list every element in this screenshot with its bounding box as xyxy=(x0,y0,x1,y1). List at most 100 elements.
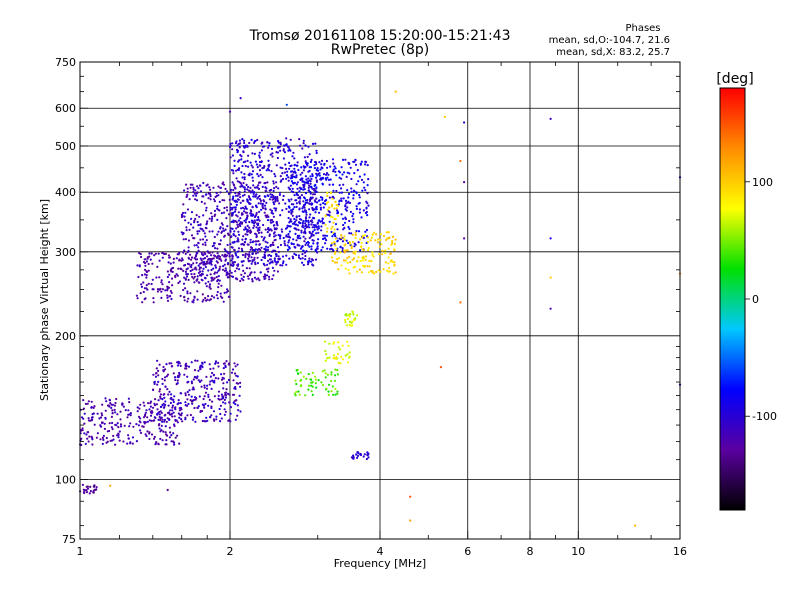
scatter-point xyxy=(311,263,314,266)
scatter-point xyxy=(273,172,276,176)
scatter-point xyxy=(394,90,397,93)
scatter-point xyxy=(161,288,164,291)
scatter-point xyxy=(391,235,395,238)
scatter-point xyxy=(367,178,370,181)
scatter-point xyxy=(286,145,290,148)
scatter-point xyxy=(231,198,234,201)
scatter-point xyxy=(348,219,351,223)
scatter-point xyxy=(224,258,227,261)
scatter-point xyxy=(331,183,335,186)
scatter-point xyxy=(200,385,203,388)
scatter-point xyxy=(278,202,281,205)
scatter-point xyxy=(174,378,177,382)
scatter-point xyxy=(256,186,259,189)
scatter-point xyxy=(204,265,207,269)
scatter-point xyxy=(241,253,245,257)
scatter-point xyxy=(332,341,335,344)
scatter-point xyxy=(233,210,237,213)
scatter-point xyxy=(276,197,279,200)
scatter-point xyxy=(249,248,252,251)
scatter-point xyxy=(272,180,275,183)
scatter-point xyxy=(111,409,114,412)
scatter-point xyxy=(221,296,224,299)
scatter-point xyxy=(327,383,331,386)
scatter-point xyxy=(186,398,189,401)
scatter-point xyxy=(105,400,108,403)
scatter-point xyxy=(243,190,246,193)
scatter-point xyxy=(101,403,104,406)
scatter-point xyxy=(269,261,272,264)
scatter-point xyxy=(302,142,305,145)
scatter-point xyxy=(197,271,200,274)
scatter-point xyxy=(185,273,188,276)
scatter-point xyxy=(239,381,242,384)
scatter-point xyxy=(315,179,318,182)
scatter-point xyxy=(243,172,246,176)
scatter-point xyxy=(210,263,213,266)
scatter-point xyxy=(225,206,228,209)
y-tick-label: 500 xyxy=(55,140,76,153)
scatter-point xyxy=(215,192,218,195)
scatter-point xyxy=(289,218,292,221)
scatter-point xyxy=(184,183,188,186)
scatter-point xyxy=(208,283,212,286)
scatter-point xyxy=(230,169,234,172)
scatter-point xyxy=(252,195,255,198)
scatter-point xyxy=(180,418,183,421)
scatter-point xyxy=(340,213,343,216)
scatter-point xyxy=(224,410,227,413)
scatter-point xyxy=(339,348,342,351)
scatter-point xyxy=(342,223,345,227)
scatter-point xyxy=(196,232,199,235)
scatter-point xyxy=(294,176,297,179)
scatter-point xyxy=(176,382,179,385)
scatter-point xyxy=(169,431,172,434)
scatter-point xyxy=(264,240,267,243)
scatter-point xyxy=(168,426,171,429)
scatter-point xyxy=(146,420,149,423)
scatter-point xyxy=(200,273,203,276)
scatter-point xyxy=(257,187,261,190)
scatter-point xyxy=(241,194,244,197)
scatter-point xyxy=(177,402,180,405)
grid-lines xyxy=(80,62,680,539)
scatter-point xyxy=(307,244,310,247)
scatter-point xyxy=(249,186,252,189)
scatter-point xyxy=(227,419,230,422)
scatter-point xyxy=(348,232,351,235)
scatter-point xyxy=(168,281,171,284)
scatter-point xyxy=(165,439,168,442)
scatter-point xyxy=(257,240,260,243)
scatter-point xyxy=(237,409,240,412)
scatter-point xyxy=(287,176,290,179)
scatter-point xyxy=(203,361,206,364)
scatter-point xyxy=(243,186,246,189)
scatter-point xyxy=(371,253,374,256)
scatter-point xyxy=(325,178,328,181)
y-axis-label: Stationary phase Virtual Height [km] xyxy=(38,199,51,401)
scatter-point xyxy=(187,246,190,249)
scatter-point xyxy=(364,163,367,166)
scatter-point xyxy=(241,164,244,168)
scatter-point xyxy=(322,173,326,176)
scatter-point xyxy=(226,276,229,279)
scatter-point xyxy=(285,207,288,210)
scatter-point xyxy=(157,399,160,402)
scatter-point xyxy=(114,411,117,414)
scatter-point xyxy=(212,198,216,201)
scatter-point xyxy=(332,162,335,165)
scatter-point xyxy=(352,221,355,224)
scatter-point xyxy=(385,238,388,241)
scatter-point xyxy=(232,264,235,267)
scatter-point xyxy=(243,188,247,191)
scatter-point xyxy=(315,386,318,389)
scatter-point xyxy=(123,424,126,427)
scatter-point xyxy=(258,164,261,167)
scatter-point xyxy=(90,435,93,438)
scatter-point xyxy=(297,228,300,231)
scatter-point xyxy=(204,282,207,285)
scatter-point xyxy=(352,457,355,460)
scatter-point xyxy=(231,275,235,278)
scatter-point xyxy=(366,240,369,243)
scatter-point xyxy=(282,236,285,240)
